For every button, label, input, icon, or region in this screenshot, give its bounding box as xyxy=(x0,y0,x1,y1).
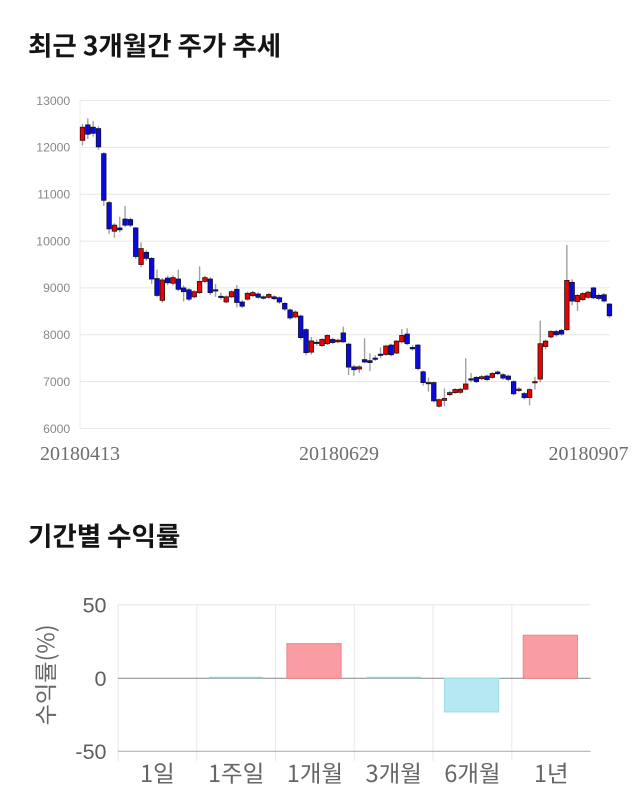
svg-text:20180629: 20180629 xyxy=(299,443,379,465)
svg-text:8000: 8000 xyxy=(43,328,70,342)
svg-text:20180907: 20180907 xyxy=(549,443,629,465)
svg-text:10000: 10000 xyxy=(36,234,70,248)
svg-text:9000: 9000 xyxy=(43,281,70,295)
svg-text:6000: 6000 xyxy=(43,422,70,436)
svg-text:7000: 7000 xyxy=(43,375,70,389)
svg-text:20180413: 20180413 xyxy=(40,443,120,465)
svg-text:-50: -50 xyxy=(75,740,106,764)
svg-text:13000: 13000 xyxy=(36,94,70,108)
svg-text:50: 50 xyxy=(83,593,107,617)
svg-text:12000: 12000 xyxy=(36,141,70,155)
svg-text:0: 0 xyxy=(95,667,107,691)
svg-text:11000: 11000 xyxy=(37,188,70,202)
